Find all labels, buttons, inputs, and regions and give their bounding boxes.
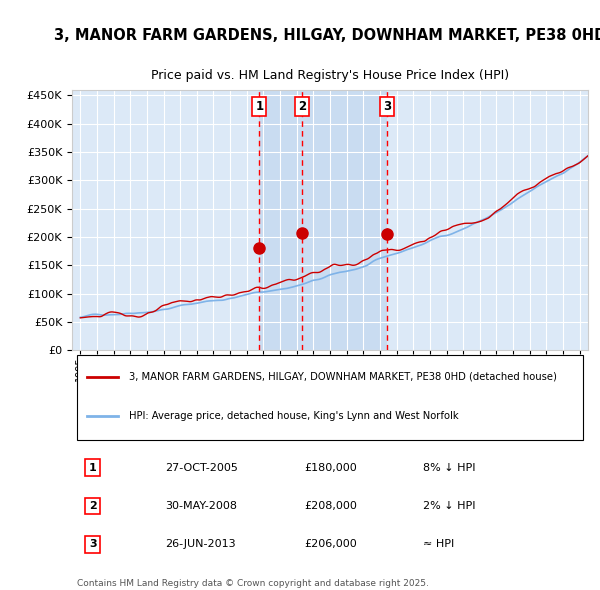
Text: 26-JUN-2013: 26-JUN-2013 xyxy=(165,539,236,549)
Text: Price paid vs. HM Land Registry's House Price Index (HPI): Price paid vs. HM Land Registry's House … xyxy=(151,69,509,82)
Text: 3: 3 xyxy=(89,539,97,549)
Text: 1: 1 xyxy=(255,100,263,113)
Bar xyxy=(259,90,387,350)
Text: 2: 2 xyxy=(89,501,97,511)
Text: HPI: Average price, detached house, King's Lynn and West Norfolk: HPI: Average price, detached house, King… xyxy=(129,411,458,421)
Text: Contains HM Land Registry data © Crown copyright and database right 2025.: Contains HM Land Registry data © Crown c… xyxy=(77,579,429,588)
Text: £180,000: £180,000 xyxy=(304,463,357,473)
Text: 3, MANOR FARM GARDENS, HILGAY, DOWNHAM MARKET, PE38 0HD: 3, MANOR FARM GARDENS, HILGAY, DOWNHAM M… xyxy=(54,28,600,43)
Text: ≈ HPI: ≈ HPI xyxy=(423,539,454,549)
Text: 2% ↓ HPI: 2% ↓ HPI xyxy=(423,501,475,511)
Text: 3, MANOR FARM GARDENS, HILGAY, DOWNHAM MARKET, PE38 0HD (detached house): 3, MANOR FARM GARDENS, HILGAY, DOWNHAM M… xyxy=(129,372,557,382)
Text: 1: 1 xyxy=(89,463,97,473)
FancyBboxPatch shape xyxy=(77,355,583,440)
Text: £208,000: £208,000 xyxy=(304,501,357,511)
Text: 27-OCT-2005: 27-OCT-2005 xyxy=(165,463,238,473)
Text: 8% ↓ HPI: 8% ↓ HPI xyxy=(423,463,475,473)
Text: £206,000: £206,000 xyxy=(304,539,357,549)
Text: 3: 3 xyxy=(383,100,391,113)
Text: 2: 2 xyxy=(298,100,307,113)
Text: 30-MAY-2008: 30-MAY-2008 xyxy=(165,501,237,511)
